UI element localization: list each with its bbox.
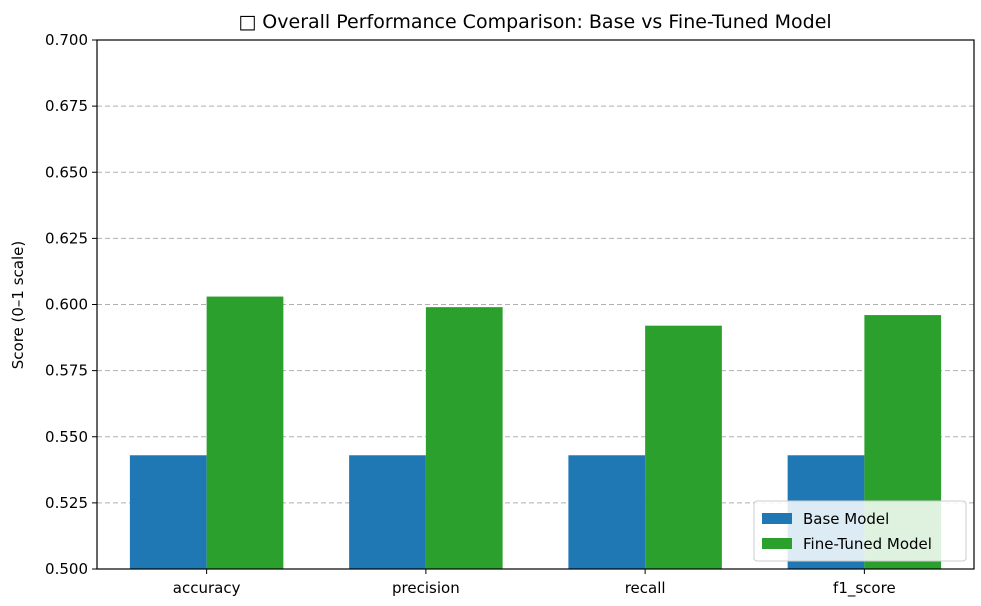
bar-base-accuracy: [129, 455, 207, 569]
bar-base-precision: [349, 455, 426, 569]
y-tick-label: 0.650: [45, 163, 88, 181]
y-tick-label: 0.700: [45, 31, 88, 49]
bar-base-recall: [568, 455, 646, 569]
plot-frame: [96, 39, 975, 570]
legend-label-base: Base Model: [803, 510, 889, 528]
bar-fine-tuned-accuracy: [206, 296, 284, 569]
axes: accuracy precision recall f1_score 0.500 0.52…: [45, 31, 975, 598]
legend-label-fine-tuned: Fine-Tuned Model: [803, 535, 932, 553]
y-tick-label: 0.550: [45, 428, 88, 446]
legend: Base Model Fine-Tuned Model: [753, 500, 967, 562]
y-tick-label: 0.500: [45, 560, 88, 578]
y-tick-label: 0.675: [45, 97, 88, 115]
y-tick-label: 0.625: [45, 229, 88, 247]
x-tick-label: recall: [625, 579, 666, 597]
y-axis-label: Score (0–1 scale): [9, 241, 27, 370]
y-tick-label: 0.600: [45, 296, 88, 314]
bar-fine-tuned-recall: [645, 325, 722, 569]
bar-fine-tuned-precision: [425, 307, 503, 569]
x-tick-label: precision: [392, 579, 460, 597]
y-tick-label: 0.525: [45, 494, 88, 512]
legend-box: [753, 500, 967, 562]
legend-swatch-base: [762, 513, 792, 524]
x-tick-label: accuracy: [173, 579, 241, 597]
y-tick-label: 0.575: [45, 362, 88, 380]
chart-title: □ Overall Performance Comparison: Base v…: [238, 11, 831, 33]
x-tick-label: f1_score: [833, 579, 896, 598]
legend-swatch-fine-tuned: [762, 538, 792, 549]
